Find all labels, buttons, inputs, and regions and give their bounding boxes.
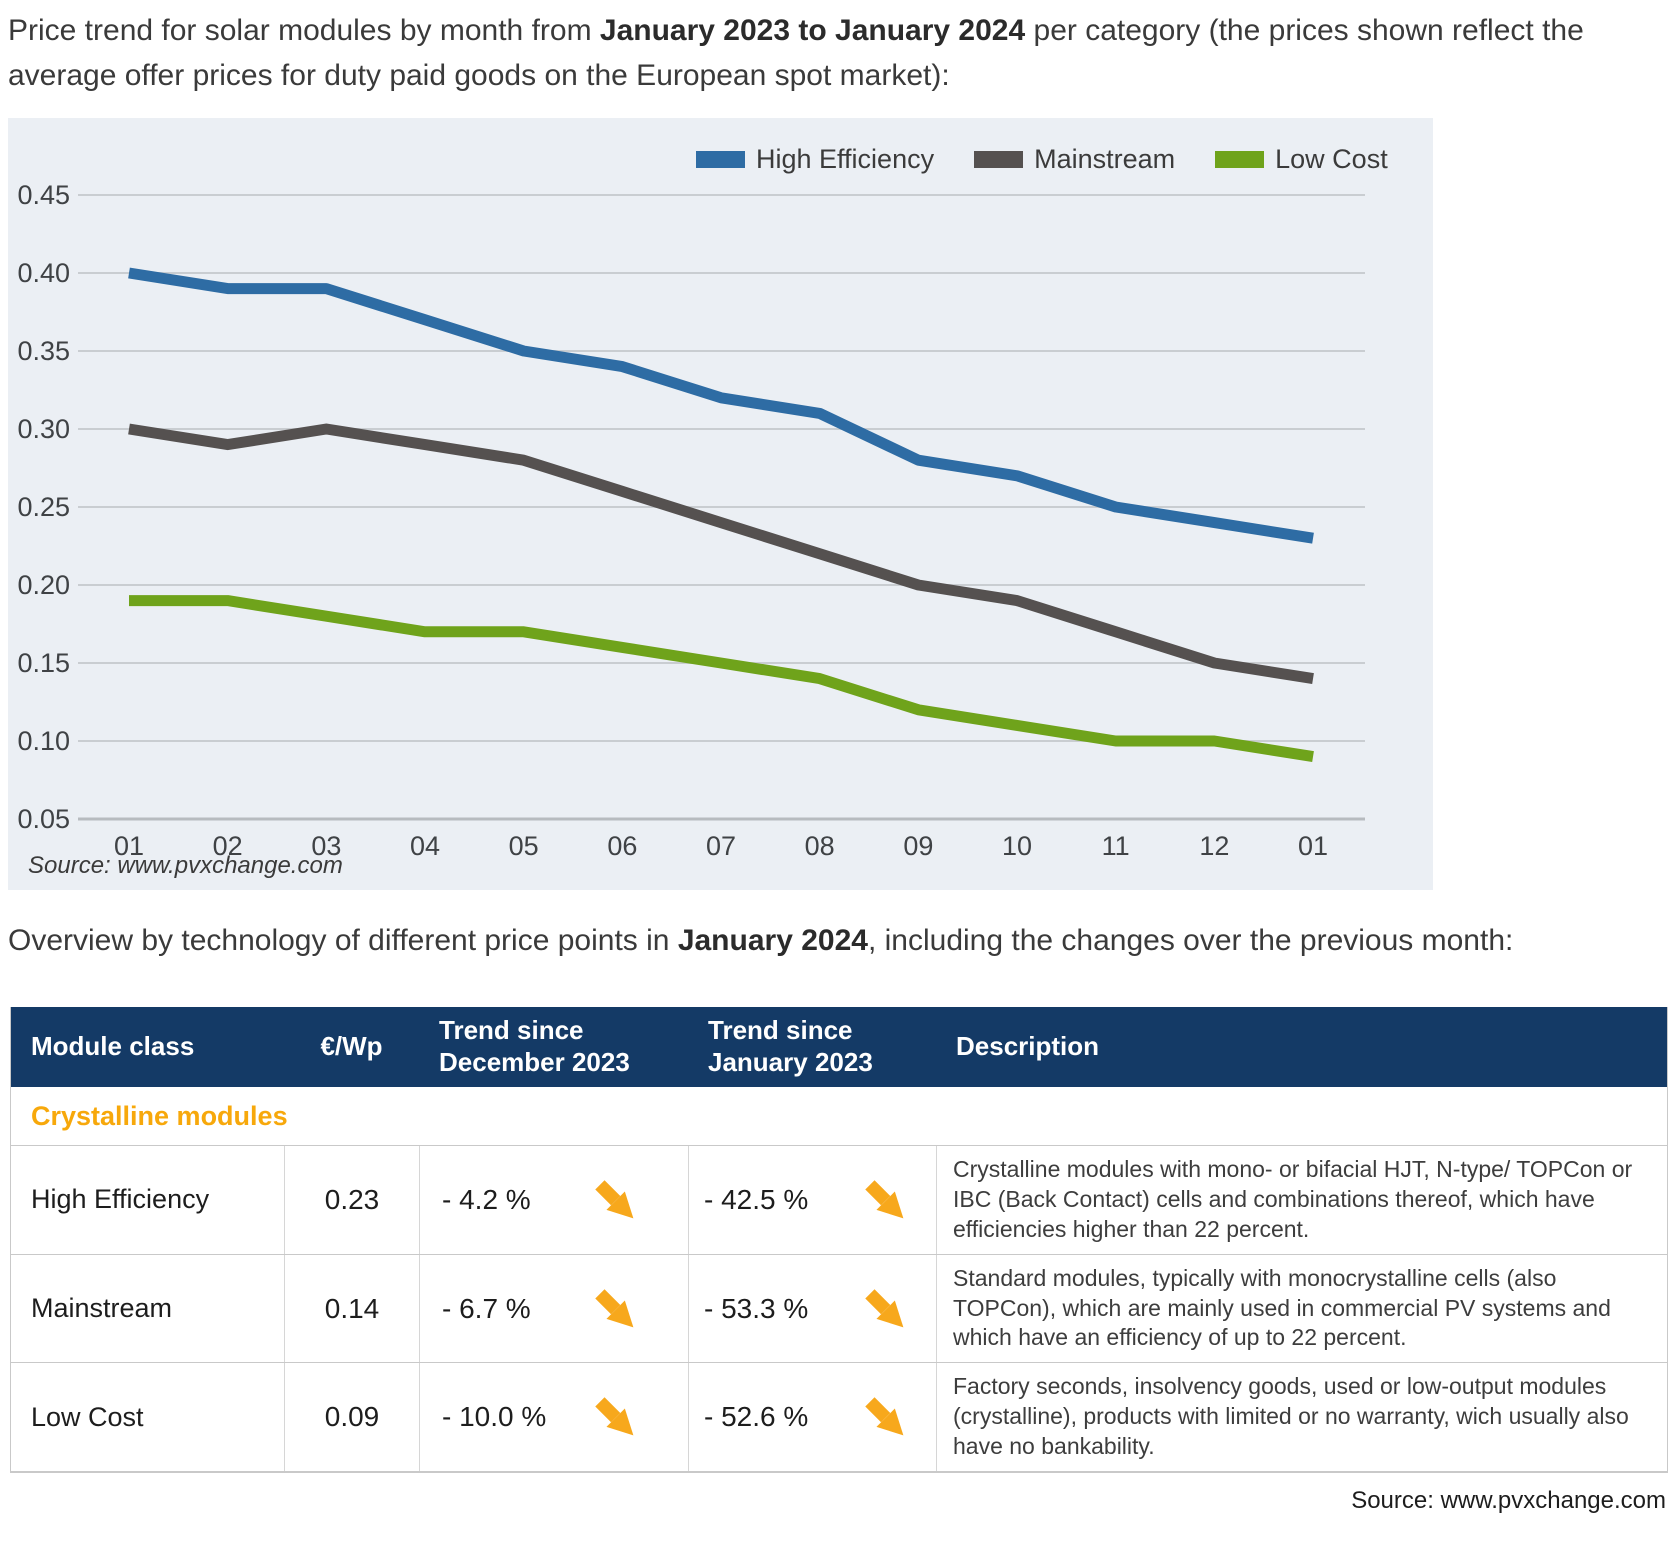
svg-text:0.15: 0.15 [17, 648, 70, 678]
intro-text-bold: January 2023 to January 2024 [599, 14, 1026, 47]
trend-down-right-arrow-icon [595, 1180, 634, 1219]
trend-dec-value: - 10.0 % [442, 1401, 547, 1433]
svg-text:04: 04 [410, 831, 440, 861]
column-header-module-class: Module class [31, 1031, 195, 1062]
trend-jan-cell: - 53.3 % [688, 1254, 936, 1363]
trend-dec-cell: - 10.0 % [419, 1363, 688, 1472]
chart-source-note: Source: www.pvxchange.com [28, 852, 343, 879]
trend-jan-value: - 53.3 % [704, 1292, 809, 1324]
table-header-row: Module class €/Wp Trend since December 2… [11, 1007, 1667, 1087]
price-trend-chart-panel: High Efficiency Mainstream Low Cost 0.45… [8, 118, 1433, 890]
price-overview-table: Module class €/Wp Trend since December 2… [10, 1007, 1668, 1474]
intro-paragraph: Price trend for solar modules by month f… [8, 8, 1588, 98]
trend-dec-cell: - 4.2 % [419, 1146, 688, 1254]
svg-text:0.20: 0.20 [17, 570, 70, 600]
svg-text:10: 10 [1002, 831, 1032, 861]
table-row-high-efficiency: High Efficiency 0.23 - 4.2 % - 42.5 % Cr… [11, 1146, 1667, 1255]
legend-label-high-efficiency: High Efficiency [756, 144, 935, 174]
svg-text:09: 09 [903, 831, 933, 861]
trend-down-right-arrow-icon [595, 1397, 634, 1436]
trend-down-right-arrow-icon [595, 1288, 634, 1327]
svg-text:01: 01 [1298, 831, 1328, 861]
mainstream-color-chip-icon [974, 151, 1024, 168]
svg-text:0.05: 0.05 [17, 804, 70, 834]
description-cell: Standard modules, typically with monocry… [936, 1254, 1667, 1363]
trend-dec-value: - 6.7 % [442, 1292, 531, 1324]
svg-text:0.25: 0.25 [17, 492, 70, 522]
svg-text:0.40: 0.40 [17, 258, 70, 288]
table-section-crystalline-modules: Crystalline modules [11, 1087, 1667, 1146]
column-header-eur-wp: €/Wp [320, 1031, 383, 1062]
module-class-cell: Low Cost [31, 1401, 144, 1432]
overview-paragraph: Overview by technology of different pric… [8, 918, 1588, 963]
chart-legend: High Efficiency Mainstream Low Cost [696, 144, 1388, 175]
description-cell: Factory seconds, insolvency goods, used … [936, 1363, 1667, 1472]
column-header-trend-dec: Trend since December 2023 [439, 1015, 630, 1077]
svg-text:06: 06 [607, 831, 637, 861]
legend-item-low-cost: Low Cost [1215, 144, 1388, 175]
module-class-cell: Mainstream [31, 1293, 173, 1323]
price-cell: 0.09 [284, 1363, 419, 1472]
trend-jan-value: - 42.5 % [704, 1183, 809, 1215]
trend-jan-cell: - 42.5 % [688, 1146, 936, 1254]
price-trend-line-chart: 0.45 0.40 0.35 0.30 0.25 0.20 0.15 0.10 0.05 01 02… [17, 180, 1365, 861]
trend-down-right-arrow-icon [865, 1288, 904, 1327]
trend-down-right-arrow-icon [865, 1397, 904, 1436]
svg-text:03: 03 [311, 831, 341, 861]
description-cell: Crystalline modules with mono- or bifaci… [936, 1146, 1667, 1254]
trend-dec-cell: - 6.7 % [419, 1254, 688, 1363]
price-cell: 0.14 [284, 1254, 419, 1363]
high-efficiency-color-chip-icon [696, 151, 745, 168]
table-row-mainstream: Mainstream 0.14 - 6.7 % - 53.3 % Standar… [11, 1254, 1667, 1364]
svg-text:0.45: 0.45 [17, 180, 70, 210]
trend-jan-cell: - 52.6 % [688, 1363, 936, 1472]
intro-text-pre: Price trend for solar modules by month f… [8, 14, 600, 47]
svg-text:08: 08 [805, 831, 835, 861]
legend-label-low-cost: Low Cost [1275, 144, 1388, 174]
legend-label-mainstream: Mainstream [1034, 144, 1176, 174]
price-cell: 0.23 [284, 1146, 419, 1254]
svg-text:12: 12 [1199, 831, 1229, 861]
legend-item-high-efficiency: High Efficiency [696, 144, 934, 175]
column-header-trend-jan: Trend since January 2023 [708, 1015, 873, 1077]
svg-text:02: 02 [213, 831, 243, 861]
intro-text-post: per category (the prices shown reflect t… [8, 14, 1584, 92]
trend-jan-value: - 52.6 % [704, 1401, 809, 1433]
overview-text-post: , including the changes over the previou… [867, 924, 1514, 957]
column-header-description: Description [956, 1031, 1100, 1062]
table-source-note: Source: www.pvxchange.com [1351, 1487, 1666, 1515]
overview-text-pre: Overview by technology of different pric… [8, 924, 678, 957]
trend-down-right-arrow-icon [865, 1180, 904, 1219]
module-class-cell: High Efficiency [31, 1184, 210, 1215]
legend-item-mainstream: Mainstream [974, 144, 1175, 175]
overview-text-bold: January 2024 [677, 924, 868, 957]
svg-text:07: 07 [706, 831, 736, 861]
svg-text:0.30: 0.30 [17, 414, 70, 444]
svg-text:0.35: 0.35 [17, 336, 70, 366]
svg-text:11: 11 [1102, 831, 1130, 861]
svg-text:01: 01 [114, 831, 144, 861]
low-cost-color-chip-icon [1215, 151, 1265, 168]
svg-text:05: 05 [509, 831, 539, 861]
trend-dec-value: - 4.2 % [442, 1183, 531, 1215]
svg-text:0.10: 0.10 [17, 726, 70, 756]
table-row-low-cost: Low Cost 0.09 - 10.0 % - 52.6 % Factory … [11, 1363, 1667, 1473]
